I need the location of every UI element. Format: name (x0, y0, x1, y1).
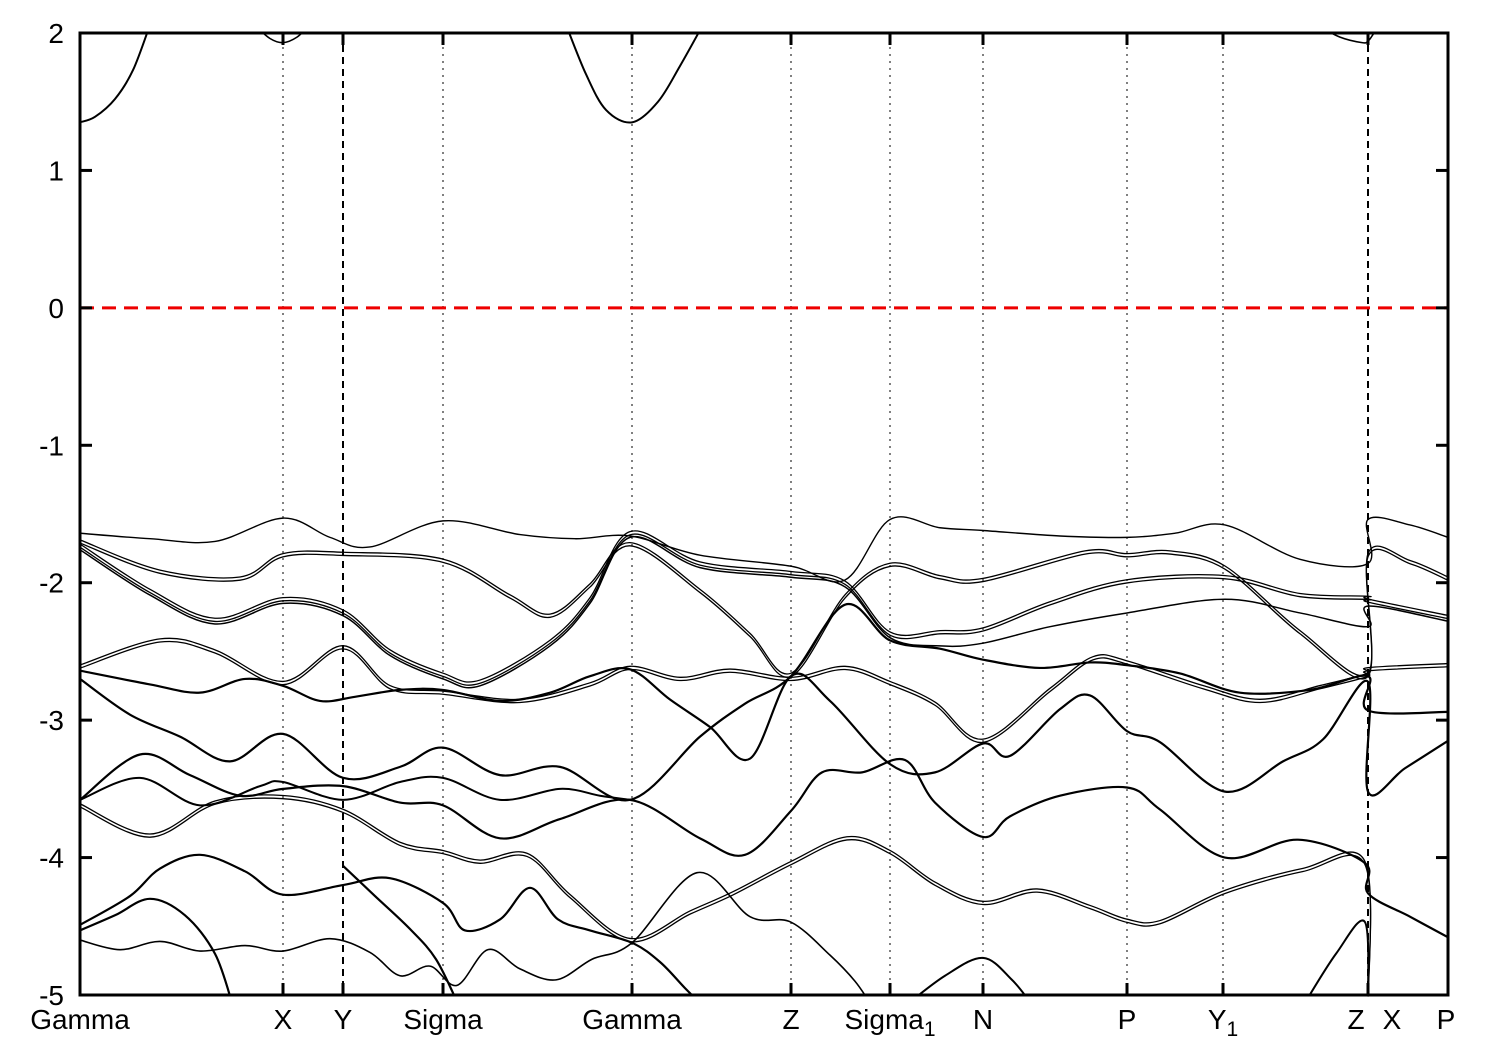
band-line-valence-4 (80, 535, 1448, 689)
y-axis-tick-label--5: -5 (39, 980, 64, 1011)
x-axis-kpoint-label-z: Z (782, 1004, 799, 1035)
band-line-conduction-4 (1329, 33, 1375, 44)
x-axis-kpoint-label-x: X (274, 1004, 293, 1035)
x-axis-kpoint-label-z: Z (1347, 1004, 1364, 1035)
y-axis-tick-label--3: -3 (39, 705, 64, 736)
band-line-valence-5 (80, 637, 1448, 740)
band-line-valence-3 (80, 533, 1448, 686)
x-axis-kpoint-label-gamma: Gamma (30, 1004, 130, 1035)
band-line-conduction-3 (568, 33, 700, 124)
band-line-valence-3 (80, 530, 1448, 683)
band-line-valence-5 (80, 640, 1448, 744)
band-line-valence-12 (80, 897, 231, 995)
x-axis-kpoint-label-sigma1: Sigma1 (844, 1004, 935, 1041)
y-axis-tick-label--4: -4 (39, 843, 64, 874)
band-line-valence-6 (80, 667, 1448, 797)
x-axis-kpoint-label-sigma: Sigma (403, 1004, 483, 1035)
y-axis-tick-label-0: 0 (48, 293, 64, 324)
plot-frame (78, 31, 1450, 997)
y-axis-tick-label-1: 1 (48, 155, 64, 186)
band-line-conduction-1 (80, 33, 149, 124)
band-line-valence-13 (80, 871, 866, 995)
band-line-valence-7 (80, 603, 1448, 802)
band-line-valence-1 (80, 516, 1448, 583)
x-axis-kpoint-label-p: P (1437, 1004, 1456, 1035)
band-line-valence-9 (80, 794, 1372, 994)
x-axis-kpoint-label-gamma: Gamma (582, 1004, 682, 1035)
band-line-valence-2 (80, 542, 1448, 680)
x-axis-kpoint-label-y: Y (334, 1004, 353, 1035)
band-line-valence-15 (917, 956, 1027, 995)
y-axis-tick-label--1: -1 (39, 430, 64, 461)
band-line-valence-14 (342, 865, 456, 995)
band-line-valence-8 (80, 752, 1448, 939)
band-line-valence-10 (80, 775, 631, 807)
x-axis-kpoint-label-p: P (1118, 1004, 1137, 1035)
y-axis-tick-label--2: -2 (39, 568, 64, 599)
x-axis-kpoint-label-n: N (973, 1004, 993, 1035)
band-line-valence-9 (80, 797, 1372, 997)
band-line-valence-16 (1308, 919, 1370, 995)
x-axis-kpoint-label-x: X (1383, 1004, 1402, 1035)
x-axis-kpoint-label-y1: Y1 (1208, 1004, 1238, 1041)
y-axis-tick-label-2: 2 (48, 18, 64, 49)
band-line-valence-11 (80, 853, 694, 995)
